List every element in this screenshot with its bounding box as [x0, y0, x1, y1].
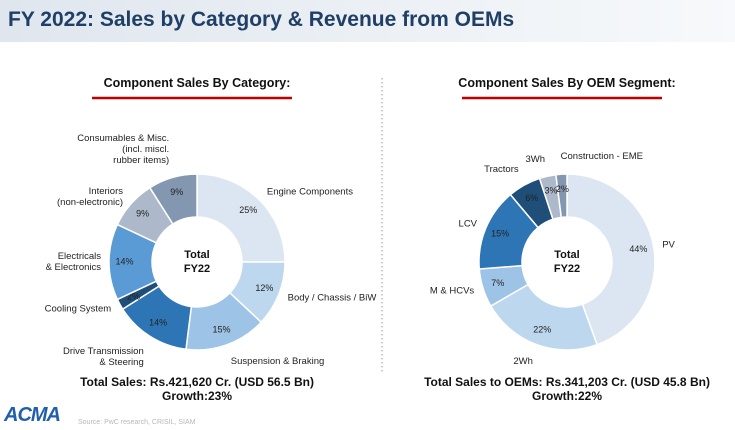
category-label: Construction - EME [560, 151, 644, 163]
center-label: FY22 [554, 263, 580, 275]
value-label: 14% [149, 318, 167, 328]
category-label: M & HCVs [429, 285, 475, 297]
chart-footer: Growth:23% [161, 389, 232, 403]
center-label: Total [554, 249, 579, 261]
value-label: 6% [525, 193, 538, 203]
chart-footer: Total Sales: Rs.421,620 Cr. (USD 56.5 Bn… [80, 375, 314, 389]
value-label: 7% [491, 278, 504, 288]
chart-subtitle: Component Sales By OEM Segment: [458, 76, 676, 90]
slice [566, 173, 656, 346]
category-label: Cooling System [44, 303, 112, 315]
value-label: 15% [213, 325, 231, 335]
slice [196, 173, 286, 263]
value-label: 9% [136, 208, 149, 218]
category-label: Drive Transmission & Steering [62, 345, 144, 368]
category-label: 2Wh [513, 355, 533, 367]
value-label: 12% [255, 283, 273, 293]
logo: ACMA [4, 404, 61, 426]
category-label: Engine Components [266, 186, 353, 198]
category-label: Tractors [484, 164, 519, 176]
value-label: 25% [239, 205, 257, 215]
category-label: 3Wh [525, 153, 545, 165]
value-label: 2% [127, 291, 140, 301]
header-band [0, 0, 735, 42]
value-label: 14% [115, 256, 133, 266]
center-label: Total [184, 249, 209, 261]
slice [148, 173, 198, 226]
value-label: 2% [556, 184, 569, 194]
category-label: PV [662, 239, 675, 251]
slice [555, 173, 568, 219]
category-label: Body / Chassis / BiW [287, 292, 377, 304]
chart-footer: Total Sales to OEMs: Rs.341,203 Cr. (USD… [424, 375, 710, 389]
chart-subtitle: Component Sales By Category: [103, 76, 291, 90]
value-label: 15% [491, 228, 509, 238]
category-label: Electricals & Electronics [45, 251, 101, 273]
value-label: 44% [629, 244, 647, 254]
value-label: 9% [170, 187, 183, 197]
category-label: Interiors (non-electronic) [57, 185, 123, 208]
category-label: LCV [458, 218, 478, 230]
chart-footer: Growth:22% [531, 389, 602, 403]
category-label: Consumables & Misc. (incl. miscl. rubber… [77, 133, 170, 167]
center-label: FY22 [184, 263, 210, 275]
category-label: Suspension & Braking [230, 355, 325, 367]
value-label: 22% [533, 325, 551, 335]
slide-title: FY 2022: Sales by Category & Revenue fro… [8, 8, 515, 31]
value-label: 3% [545, 186, 558, 196]
source-note: Source: PwC research, CRISIL, SIAM [78, 419, 196, 426]
